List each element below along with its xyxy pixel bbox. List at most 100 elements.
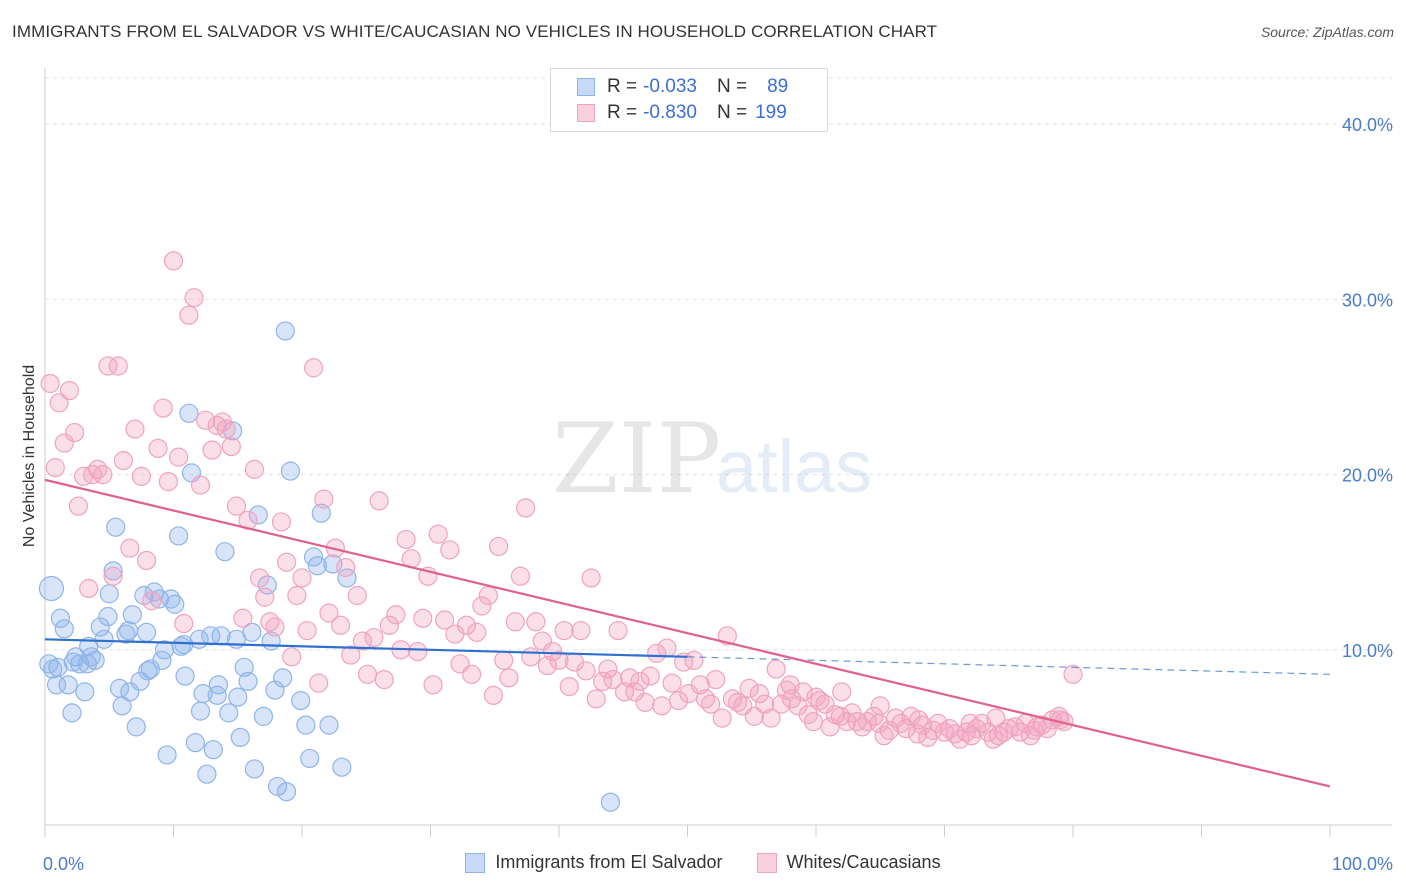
scatter-point [647, 643, 667, 663]
scatter-point [287, 585, 307, 606]
scatter-point [357, 664, 378, 684]
scatter-point [54, 433, 74, 453]
scatter-point [292, 568, 312, 588]
scatter-point [754, 694, 775, 714]
legend-swatch-blue [577, 78, 595, 96]
scatter-point [571, 620, 591, 641]
scatter-point [364, 627, 384, 648]
bottom-legend-swatch-pink [756, 852, 777, 873]
scatter-point [341, 645, 361, 665]
series-whites-points [40, 251, 1083, 749]
scatter-point [179, 305, 199, 325]
x-tick-label: 0.0% [43, 854, 84, 874]
tick-labels: 10.0% 20.0% 30.0% 40.0% 0.0% 100.0% [43, 115, 1393, 874]
scatter-point [554, 620, 574, 641]
scatter-point [216, 419, 236, 439]
scatter-point [154, 640, 175, 660]
scatter-point [559, 677, 579, 697]
scatter-point [196, 410, 216, 430]
legend-r-value: -0.830 [643, 102, 697, 123]
gridlines [45, 77, 1392, 651]
scatter-point [90, 617, 110, 637]
scatter-point [169, 447, 189, 467]
x-tick-label: 100.0% [1332, 854, 1393, 874]
scatter-point [625, 682, 645, 702]
y-tick-label: 20.0% [1342, 466, 1393, 486]
scatter-point [886, 708, 906, 728]
scatter-point [280, 461, 301, 481]
bottom-legend-label: Immigrants from El Salvador [495, 852, 723, 872]
scatter-point [499, 668, 519, 688]
scatter-point [314, 489, 334, 509]
scatter-point [158, 472, 178, 492]
scatter-point [58, 675, 78, 695]
scatter-point [228, 687, 248, 707]
scatter-point [874, 726, 894, 746]
scatter-point [1063, 664, 1083, 684]
scatter-point [50, 608, 71, 628]
scatter-point [248, 505, 268, 525]
scatter-point [267, 776, 288, 797]
scatter-point [221, 436, 241, 457]
scatter-point [273, 668, 293, 688]
scatter-point [265, 617, 285, 637]
scatter-point [276, 782, 297, 802]
scatter-point [913, 715, 933, 735]
scatter-point [462, 664, 482, 684]
scatter-point [657, 638, 677, 658]
scatter-point [309, 673, 329, 693]
scatter-point [88, 459, 108, 479]
scatter-point [300, 748, 320, 769]
scatter-point [94, 629, 114, 649]
scatter-point [532, 631, 552, 651]
scatter-point [130, 671, 150, 691]
scatter-point [253, 706, 274, 726]
scatter-point [75, 682, 95, 702]
scatter-point [806, 687, 826, 707]
scatter-point [208, 675, 229, 695]
scatter-point [103, 566, 123, 586]
scatter-point [296, 715, 316, 735]
scatter-point [99, 584, 119, 604]
scatter-point [467, 622, 487, 642]
scatter-point [122, 605, 142, 625]
scatter-point [108, 356, 128, 376]
scatter-point [1005, 717, 1025, 737]
scatter-point [106, 517, 126, 537]
scatter-point [717, 626, 737, 646]
scatter-point [668, 691, 689, 711]
scatter-point [803, 712, 824, 732]
scatter-point [386, 605, 406, 625]
scatter-point [510, 566, 531, 586]
legend-n-label: N = [716, 76, 748, 97]
scatter-point [526, 612, 546, 632]
scatter-point [260, 612, 280, 632]
scatter-point [347, 585, 367, 606]
scatter-point [98, 356, 118, 376]
scatter-point [652, 696, 672, 716]
scatter-point [435, 610, 455, 630]
scatter-point [291, 691, 311, 711]
scatter-point [148, 438, 168, 458]
scatter-point [722, 689, 743, 709]
scatter-point [319, 715, 339, 735]
scatter-point [207, 685, 227, 705]
scatter-point [728, 692, 748, 712]
scatter-point [396, 529, 416, 550]
scatter-point [766, 659, 786, 679]
scatter-point [63, 652, 83, 672]
watermark-zip: ZIP [552, 403, 721, 515]
scatter-point [744, 706, 764, 726]
scatter-point [153, 398, 173, 418]
scatter-point [505, 612, 525, 632]
legend-n-value: 199 [755, 102, 787, 123]
bottom-legend-item-immigrants: Immigrants from El Salvador [465, 852, 723, 873]
scatter-point [478, 585, 498, 606]
scatter-point [352, 631, 372, 651]
scatter-point [49, 393, 69, 413]
trend-line-whites [44, 478, 1331, 788]
trend-lines [44, 478, 1331, 788]
scatter-point [960, 713, 980, 733]
scatter-point [472, 596, 492, 616]
scatter-point [832, 682, 852, 702]
